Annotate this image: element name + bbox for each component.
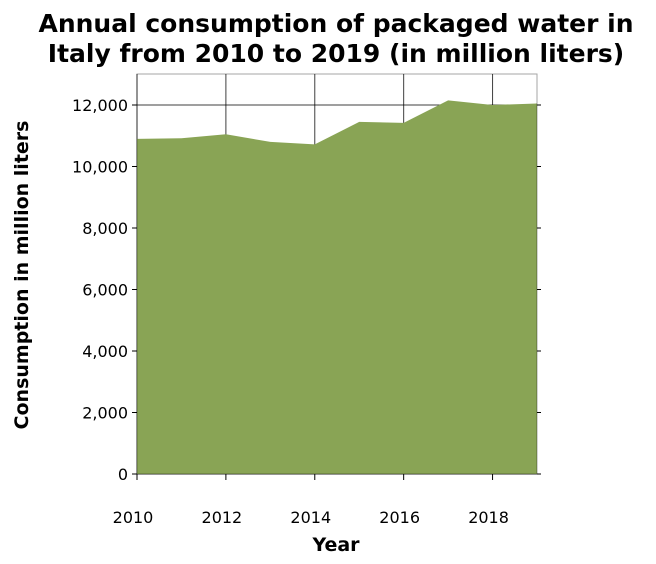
chart-title-line-2: Italy from 2010 to 2019 (in million lite… [48, 39, 624, 68]
y-tick-label-3: 6,000 [82, 281, 128, 300]
x-tick-label-4: 2018 [468, 508, 509, 527]
x-axis-label: Year [311, 534, 360, 556]
chart-title-line-1: Annual consumption of packaged water in [38, 9, 633, 38]
data-area [137, 100, 537, 474]
plot-frame [136, 73, 538, 475]
y-tick-label-6: 12,000 [72, 96, 128, 115]
x-tick-label-1: 2012 [202, 508, 243, 527]
y-tick-label-2: 4,000 [82, 342, 128, 361]
x-axis-tick-labels: 2010 2012 2014 2016 2018 [113, 508, 509, 527]
y-tick-label-1: 2,000 [82, 404, 128, 423]
x-tick-label-0: 2010 [113, 508, 154, 527]
axis-ticks [132, 104, 541, 480]
y-axis-label: Consumption in million liters [11, 121, 33, 430]
x-tick-label-2: 2014 [290, 508, 331, 527]
y-axis-tick-labels: 0 2,000 4,000 6,000 8,000 10,000 12,000 [72, 96, 128, 484]
y-tick-label-4: 8,000 [82, 219, 128, 238]
x-tick-label-3: 2016 [379, 508, 420, 527]
y-tick-label-0: 0 [118, 465, 128, 484]
y-tick-label-5: 10,000 [72, 158, 128, 177]
